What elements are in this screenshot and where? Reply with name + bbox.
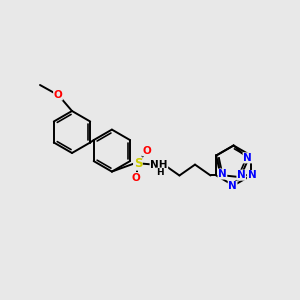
Text: N: N bbox=[218, 169, 227, 179]
Text: O: O bbox=[131, 172, 140, 183]
Text: N: N bbox=[237, 170, 246, 180]
Text: N: N bbox=[228, 182, 237, 191]
Text: O: O bbox=[54, 90, 62, 100]
Text: NH: NH bbox=[150, 160, 168, 170]
Text: H: H bbox=[156, 168, 164, 177]
Text: S: S bbox=[134, 157, 142, 170]
Text: O: O bbox=[142, 146, 151, 156]
Text: N: N bbox=[243, 153, 252, 163]
Text: N: N bbox=[248, 170, 256, 181]
